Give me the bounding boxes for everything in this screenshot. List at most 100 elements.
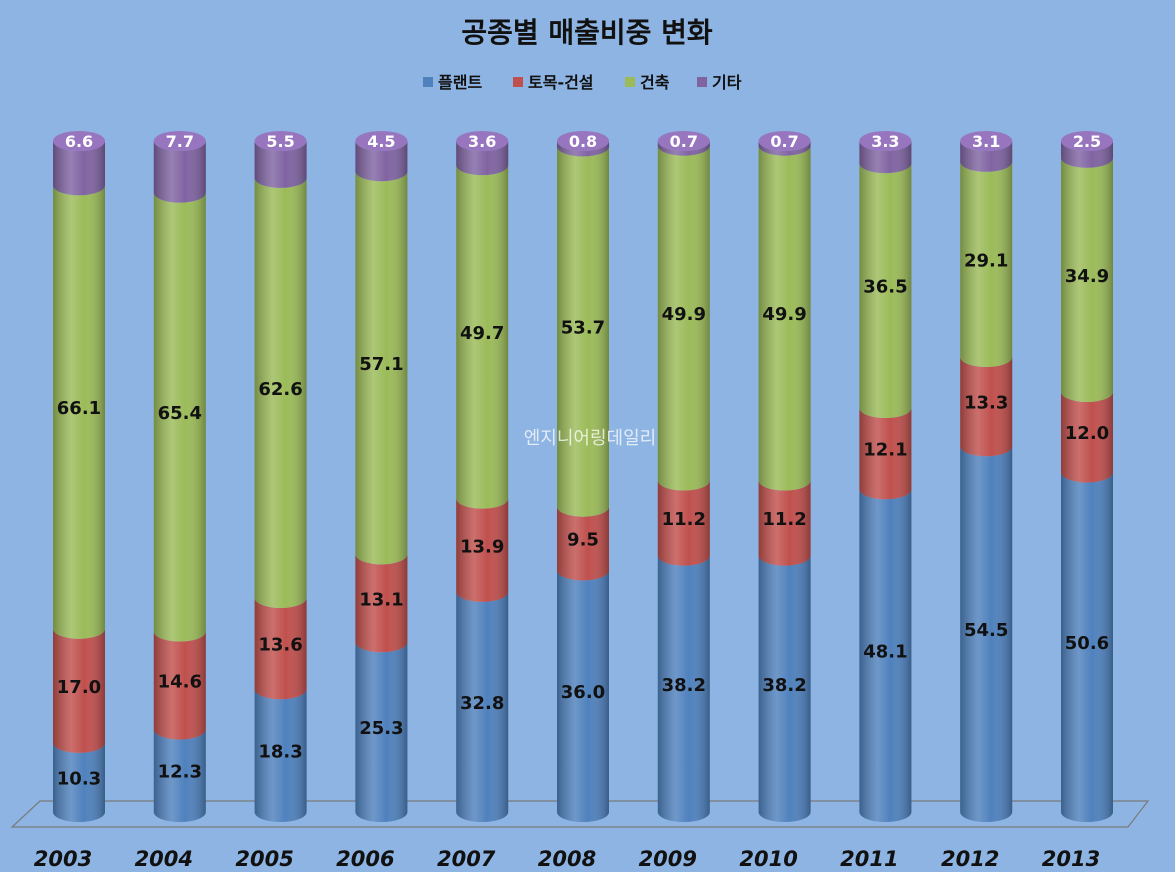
value-label-building-2006: 57.1 [359, 354, 403, 375]
value-label-other-2010: 0.7 [770, 132, 798, 151]
x-tick-label-2007: 2007 [437, 847, 496, 871]
value-label-plant-2007: 32.8 [460, 693, 504, 714]
value-label-civil-2009: 11.2 [662, 509, 706, 530]
bar-shading-2004 [153, 141, 206, 823]
bar-top-cap-2011 [859, 131, 912, 151]
bar-top-cap-2003 [53, 131, 105, 151]
bar-group-2009: 38.2 11.2 49.9 0.7 [657, 131, 710, 823]
value-label-plant-2012: 54.5 [964, 620, 1008, 641]
bar-group-2010: 38.2 11.2 49.9 0.7 [758, 131, 811, 823]
x-tick-label-2005: 2005 [235, 847, 293, 871]
bar-top-cap-2013 [1061, 131, 1113, 151]
value-label-plant-2003: 10.3 [57, 768, 101, 789]
watermark: 엔지니어링데일리 [524, 428, 656, 449]
value-label-plant-2008: 36.0 [561, 682, 605, 703]
value-label-civil-2012: 13.3 [964, 393, 1008, 414]
bar-top-cap-2005 [254, 131, 307, 151]
value-label-civil-2006: 13.1 [359, 589, 403, 610]
bar-top-cap-2012 [960, 131, 1013, 151]
value-label-plant-2006: 25.3 [359, 718, 403, 739]
value-label-other-2008: 0.8 [569, 132, 597, 151]
bar-shading-2011 [859, 141, 912, 823]
bar-group-2011: 48.1 12.1 36.5 3.3 [859, 131, 912, 823]
bar-group-2005: 18.3 13.6 62.6 5.5 [254, 131, 307, 823]
value-label-building-2009: 49.9 [662, 304, 706, 325]
value-label-plant-2013: 50.6 [1065, 633, 1109, 654]
legend-label-civil: 토목-건설 [528, 73, 594, 92]
bar-shading-2007 [456, 141, 509, 823]
legend-swatch-plant [423, 77, 433, 87]
legend-label-plant: 플랜트 [438, 73, 482, 92]
legend-swatch-building [625, 77, 635, 87]
value-label-civil-2013: 12.0 [1065, 423, 1109, 444]
bar-group-2007: 32.8 13.9 49.7 3.6 [456, 131, 509, 823]
bar-group-2012: 54.5 13.3 29.1 3.1 [960, 131, 1013, 823]
value-label-other-2011: 3.3 [871, 132, 899, 151]
bar-top-cap-2008 [557, 131, 609, 151]
value-label-plant-2011: 48.1 [863, 642, 907, 663]
value-label-building-2010: 49.9 [762, 304, 806, 325]
bar-shading-2005 [254, 141, 307, 823]
legend: 플랜트 토목-건설 건축 기타 [423, 73, 742, 92]
value-label-other-2007: 3.6 [468, 132, 496, 151]
value-label-building-2007: 49.7 [460, 323, 504, 344]
value-label-other-2003: 6.6 [65, 132, 93, 151]
value-label-other-2013: 2.5 [1073, 132, 1101, 151]
legend-label-other: 기타 [712, 73, 742, 92]
bar-shading-2006 [355, 141, 408, 823]
bar-top-cap-2007 [456, 131, 509, 151]
bar-top-cap-2010 [758, 131, 811, 151]
bar-group-2013: 50.6 12.0 34.9 2.5 [1061, 131, 1113, 822]
x-tick-label-2010: 2010 [739, 847, 797, 871]
value-label-plant-2009: 38.2 [662, 675, 706, 696]
bar-group-2003: 10.3 17.0 66.1 6.6 [53, 131, 105, 822]
bar-group-2006: 25.3 13.1 57.1 4.5 [355, 131, 408, 823]
x-tick-label-2006: 2006 [336, 847, 394, 871]
value-label-civil-2005: 13.6 [258, 635, 302, 656]
value-label-other-2012: 3.1 [972, 132, 1000, 151]
value-label-civil-2010: 11.2 [762, 509, 806, 530]
bar-shading-2008 [557, 141, 609, 822]
x-tick-label-2009: 2009 [639, 847, 697, 871]
x-tick-label-2012: 2012 [941, 847, 999, 871]
value-label-other-2004: 7.7 [166, 132, 194, 151]
bar-shading-2010 [758, 141, 811, 823]
value-label-plant-2005: 18.3 [258, 742, 302, 763]
bar-shading-2009 [657, 141, 710, 823]
value-label-other-2009: 0.7 [670, 132, 698, 151]
value-label-building-2004: 65.4 [158, 403, 202, 424]
x-tick-label-2003: 2003 [34, 847, 92, 871]
legend-swatch-other [697, 77, 707, 87]
value-label-civil-2007: 13.9 [460, 536, 504, 557]
x-axis-labels: 2003 2004 2005 2006 2007 2008 2009 2010 2011 2012… [34, 847, 1100, 871]
value-label-other-2005: 5.5 [266, 132, 294, 151]
value-label-civil-2008: 9.5 [567, 530, 599, 551]
value-label-plant-2010: 38.2 [762, 675, 806, 696]
bar-shading-2013 [1061, 141, 1113, 822]
bar-shading-2012 [960, 141, 1013, 823]
value-label-building-2005: 62.6 [258, 379, 302, 400]
value-label-building-2013: 34.9 [1065, 266, 1109, 287]
x-tick-label-2011: 2011 [840, 847, 898, 871]
bar-top-cap-2006 [355, 131, 408, 151]
x-tick-label-2013: 2013 [1042, 847, 1100, 871]
value-label-civil-2011: 12.1 [863, 440, 907, 461]
legend-swatch-civil [513, 77, 523, 87]
bar-shading-2003 [53, 141, 105, 822]
value-label-building-2012: 29.1 [964, 250, 1008, 271]
value-label-building-2003: 66.1 [57, 398, 101, 419]
value-label-civil-2004: 14.6 [158, 671, 202, 692]
value-label-building-2011: 36.5 [863, 277, 907, 298]
x-tick-label-2004: 2004 [135, 847, 193, 871]
bar-group-2008: 36.0 9.5 53.7 0.8 [557, 131, 609, 822]
value-label-other-2006: 4.5 [367, 132, 395, 151]
bar-top-cap-2004 [153, 131, 206, 151]
bar-group-2004: 12.3 14.6 65.4 7.7 [153, 131, 206, 823]
x-tick-label-2008: 2008 [538, 847, 596, 871]
value-label-building-2008: 53.7 [561, 318, 605, 339]
chart-title: 공종별 매출비중 변화 [461, 16, 713, 49]
legend-label-building: 건축 [640, 73, 670, 92]
bars: 10.3 17.0 66.1 6.6 12.3 14.6 65.4 7.7 18.3 13.6 62… [53, 131, 1113, 823]
value-label-plant-2004: 12.3 [158, 762, 202, 783]
